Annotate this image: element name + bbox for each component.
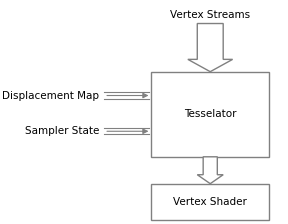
Polygon shape — [188, 24, 233, 72]
Text: Vertex Shader: Vertex Shader — [173, 197, 247, 207]
Text: Sampler State: Sampler State — [25, 126, 99, 136]
FancyBboxPatch shape — [151, 72, 269, 157]
Polygon shape — [197, 157, 223, 184]
Text: Tesselator: Tesselator — [184, 109, 236, 119]
Text: Displacement Map: Displacement Map — [3, 90, 99, 101]
Text: Vertex Streams: Vertex Streams — [170, 10, 250, 19]
FancyBboxPatch shape — [151, 184, 269, 220]
